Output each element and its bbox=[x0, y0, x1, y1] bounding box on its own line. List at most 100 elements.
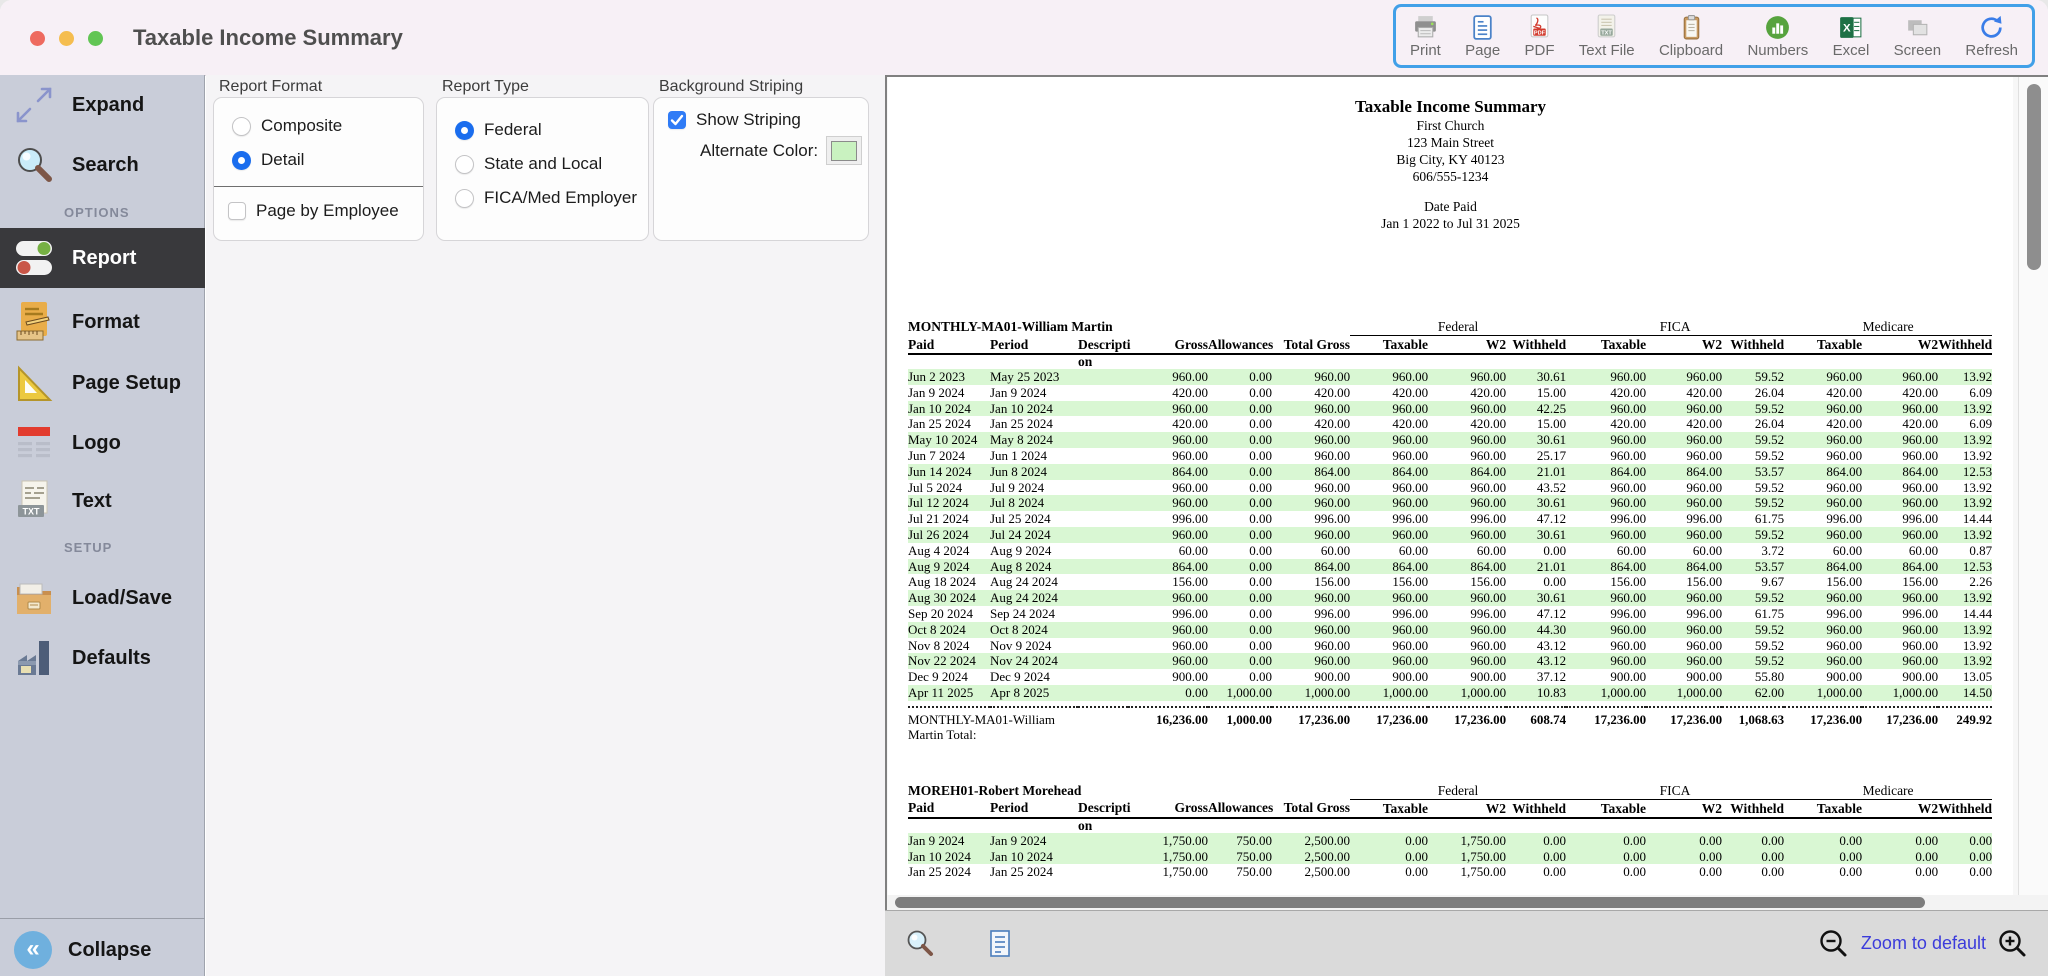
cell: 13.92 bbox=[1938, 621, 1993, 638]
text-file-button[interactable]: TXT Text File bbox=[1579, 14, 1635, 58]
cell: 960.00 bbox=[1314, 447, 1351, 463]
cell: 960.00 bbox=[1784, 653, 1863, 670]
cell: 960.00 bbox=[1272, 400, 1351, 417]
cell: 59.52 bbox=[1722, 495, 1785, 512]
radio-control[interactable] bbox=[455, 188, 474, 208]
cell: 0.00 bbox=[1543, 864, 1567, 880]
close-window-button[interactable] bbox=[30, 31, 45, 46]
vertical-scrollbar-thumb[interactable] bbox=[2027, 84, 2041, 270]
toolbar-item-label: Excel bbox=[1832, 42, 1870, 59]
cell: 1,750.00 bbox=[1128, 848, 1208, 865]
cell: 420.00 bbox=[1902, 416, 1939, 432]
sidebar-item-load-save[interactable]: Load/Save bbox=[0, 570, 205, 626]
cell bbox=[1078, 848, 1128, 865]
cell: 960.00 bbox=[1272, 653, 1351, 670]
radio-option-fica-med-employer[interactable]: FICA/Med Employer bbox=[455, 188, 648, 208]
table-row: Jul 26 2024 Jul 24 2024 960.00 0.00 960.00 96… bbox=[908, 526, 1993, 543]
radio-control[interactable] bbox=[455, 120, 474, 140]
cell: 0.00 bbox=[1938, 848, 1993, 865]
sidebar-item-search[interactable]: Search bbox=[0, 137, 205, 193]
report-list-icon[interactable] bbox=[983, 927, 1017, 961]
pdf-button[interactable]: PDF PDF bbox=[1524, 14, 1554, 58]
cell bbox=[1078, 543, 1128, 559]
page-by-employee-option[interactable]: Page by Employee bbox=[228, 201, 423, 221]
cell: 0.00 bbox=[1722, 848, 1785, 865]
alternate-color-swatch[interactable] bbox=[831, 140, 858, 161]
radio-control[interactable] bbox=[455, 154, 474, 174]
clipboard-button[interactable]: Clipboard bbox=[1659, 14, 1723, 58]
horizontal-scrollbar[interactable] bbox=[887, 895, 2048, 910]
sidebar-item-report[interactable]: Report bbox=[0, 228, 205, 288]
sidebar-item-text[interactable]: TXT Text bbox=[0, 473, 205, 529]
cell: 0.00 bbox=[1506, 848, 1567, 865]
total-cell: 17,236.00 bbox=[1886, 711, 1939, 727]
cell: 59.52 bbox=[1722, 432, 1785, 448]
sidebar-item-expand[interactable]: Expand bbox=[0, 77, 205, 133]
cell: 3.72 bbox=[1761, 542, 1785, 558]
cell: 55.80 bbox=[1754, 669, 1785, 685]
cell: 21.01 bbox=[1506, 463, 1567, 480]
cell: 0.00 bbox=[1249, 669, 1272, 685]
sidebar-item-defaults[interactable]: Defaults bbox=[0, 630, 205, 686]
cell: 864.00 bbox=[1862, 463, 1939, 480]
cell: Jul 26 2024 bbox=[908, 526, 990, 543]
table-row: Nov 22 2024 Nov 24 2024 960.00 0.00 960.00 96… bbox=[908, 653, 1993, 670]
report-date-label: Date Paid bbox=[1424, 199, 1477, 214]
show-striping-checkbox[interactable] bbox=[668, 111, 686, 129]
cell: 420.00 bbox=[1470, 384, 1507, 400]
show-striping-option[interactable]: Show Striping bbox=[668, 110, 868, 130]
sidebar-item-logo[interactable]: Logo bbox=[0, 415, 205, 471]
screen-button[interactable]: Screen bbox=[1894, 14, 1941, 58]
column-header: Allowances bbox=[1208, 335, 1273, 355]
column-header: Withheld bbox=[1938, 799, 1993, 819]
cell: 960.00 bbox=[1350, 590, 1429, 606]
radio-control[interactable] bbox=[232, 116, 251, 136]
print-button[interactable]: Print bbox=[1410, 14, 1441, 58]
cell: 960.00 bbox=[1128, 495, 1208, 512]
zoom-out-icon[interactable] bbox=[1817, 927, 1851, 961]
cell: 864.00 bbox=[1350, 558, 1429, 575]
cell: 960.00 bbox=[1784, 621, 1863, 638]
toolbar-item-label: Print bbox=[1410, 42, 1441, 59]
minimize-window-button[interactable] bbox=[59, 31, 74, 46]
cell: 0.00 bbox=[1208, 526, 1272, 543]
cell: 25.17 bbox=[1536, 447, 1567, 463]
sidebar-divider bbox=[0, 918, 205, 919]
zoom-to-default-button[interactable]: Zoom to default bbox=[1860, 933, 1986, 953]
sidebar-item-page-setup[interactable]: Page Setup bbox=[0, 355, 205, 411]
cell: 60.00 bbox=[1832, 542, 1863, 558]
zoom-window-button[interactable] bbox=[88, 31, 103, 46]
page-by-employee-checkbox[interactable] bbox=[228, 202, 246, 220]
horizontal-scrollbar-thumb[interactable] bbox=[895, 897, 1925, 908]
collapse-button[interactable]: « Collapse bbox=[0, 923, 205, 976]
report-type-groupbox: Federal State and Local FICA/Med Employer bbox=[436, 97, 649, 241]
table-row: Dec 9 2024 Dec 9 2024 900.00 0.00 900.00 900.… bbox=[908, 669, 1992, 685]
cell: 864.00 bbox=[1784, 463, 1863, 480]
refresh-button[interactable]: Refresh bbox=[1965, 14, 2018, 58]
numbers-button[interactable]: Numbers bbox=[1747, 14, 1808, 58]
vertical-scrollbar[interactable] bbox=[2018, 77, 2048, 895]
radio-control[interactable] bbox=[232, 150, 251, 170]
radio-option-federal[interactable]: Federal bbox=[455, 120, 648, 140]
magnifier-icon[interactable] bbox=[903, 927, 937, 961]
cell: May 8 2024 bbox=[990, 432, 1078, 448]
page-button[interactable]: Page bbox=[1465, 14, 1500, 58]
radio-label: Federal bbox=[484, 120, 542, 139]
format-doc-icon bbox=[16, 302, 50, 341]
cell: 960.00 bbox=[1686, 447, 1723, 463]
cell: 960.00 bbox=[1428, 621, 1507, 638]
background-striping-groupbox: Show Striping Alternate Color: bbox=[653, 97, 869, 241]
excel-button[interactable]: X Excel bbox=[1832, 14, 1870, 59]
report-company: First Church bbox=[1416, 118, 1485, 133]
cell bbox=[1078, 385, 1128, 401]
radio-option-detail[interactable]: Detail bbox=[232, 150, 423, 170]
toolbar-item-label: Numbers bbox=[1747, 42, 1809, 59]
cell: 0.00 bbox=[1350, 832, 1429, 849]
radio-option-composite[interactable]: Composite bbox=[232, 116, 423, 136]
radio-option-state-and-local[interactable]: State and Local bbox=[455, 154, 648, 174]
column-header: Descripti bbox=[1078, 799, 1130, 819]
cell: 960.00 bbox=[1862, 400, 1939, 417]
sidebar-item-format[interactable]: Format bbox=[0, 294, 205, 350]
zoom-in-icon[interactable] bbox=[1996, 927, 2030, 961]
cell: 61.75 bbox=[1754, 511, 1785, 527]
